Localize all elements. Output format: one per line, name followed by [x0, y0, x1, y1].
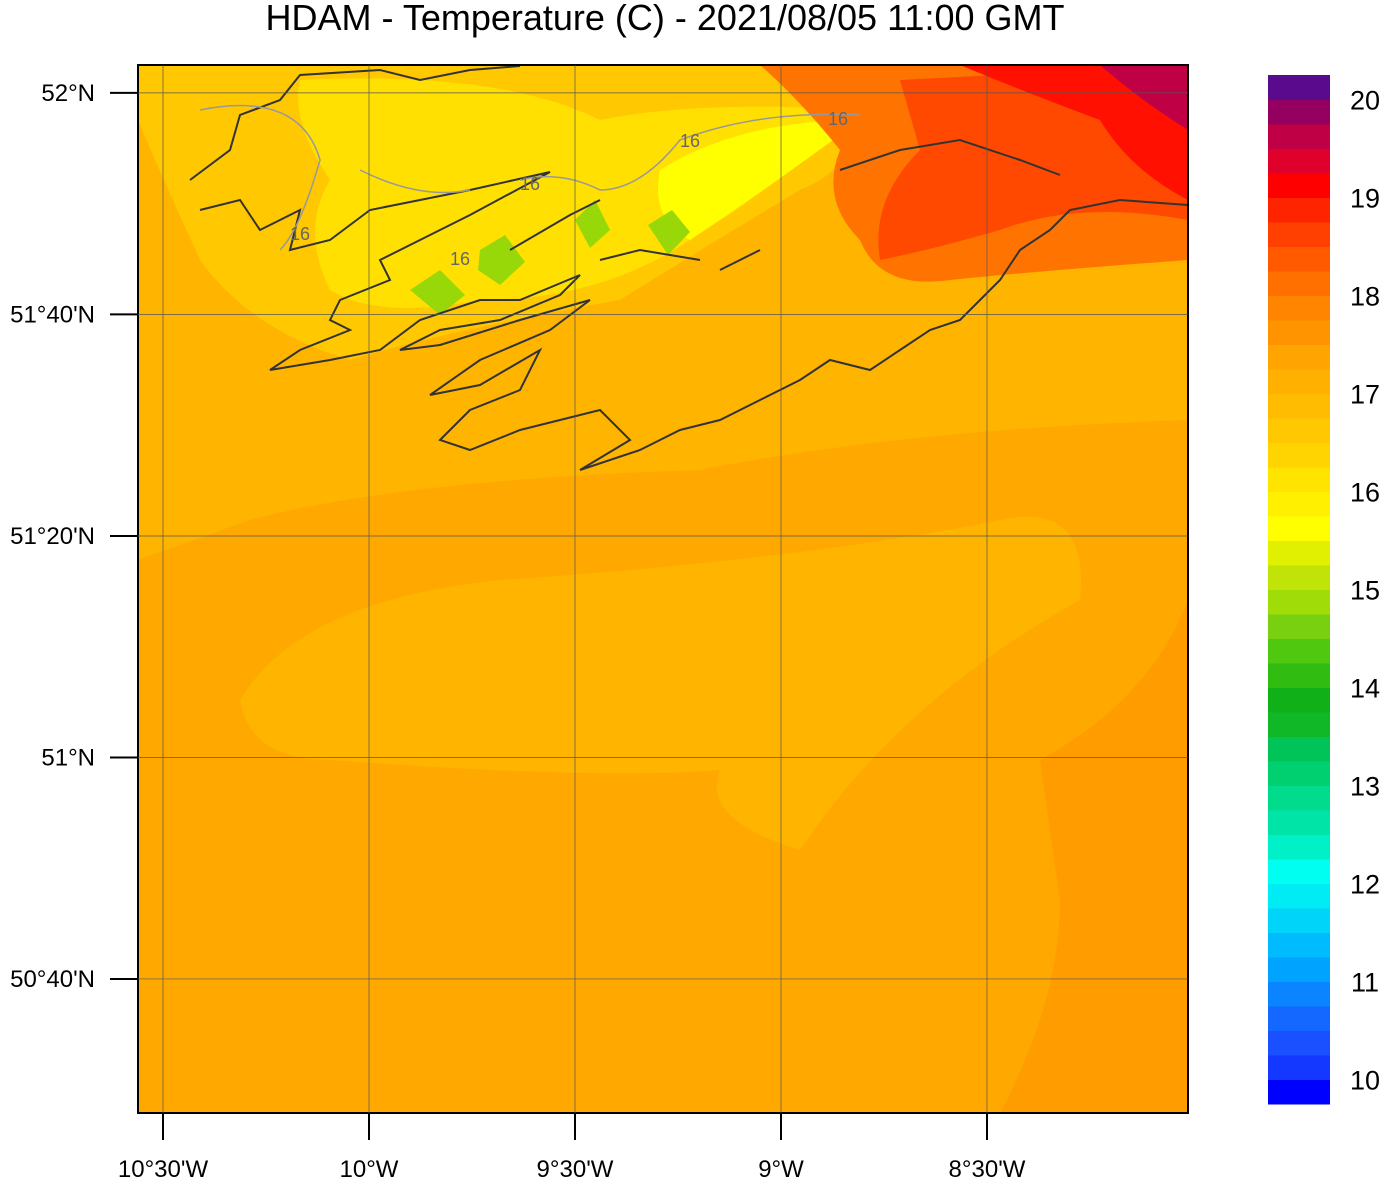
colorbar-band — [1268, 99, 1330, 125]
title: HDAM - Temperature (C) - 2021/08/05 11:0… — [266, 0, 1065, 38]
colorbar-band — [1268, 246, 1330, 272]
colorbar-band — [1268, 736, 1330, 762]
colorbar-band — [1268, 614, 1330, 639]
colorbar-label: 17 — [1350, 380, 1380, 410]
colorbar-band — [1268, 761, 1330, 786]
colorbar-band — [1268, 344, 1330, 370]
colorbar-band — [1268, 124, 1330, 149]
colorbar-label: 16 — [1350, 478, 1380, 508]
colorbar-band — [1268, 271, 1330, 296]
colorbar-band — [1268, 859, 1330, 884]
colorbar-label: 13 — [1350, 772, 1380, 802]
colorbar-band — [1268, 418, 1330, 443]
colorbar-band — [1268, 516, 1330, 541]
colorbar-band — [1268, 369, 1330, 394]
colorbar-band — [1268, 663, 1330, 688]
colorbar-band — [1268, 148, 1330, 174]
colorbar-band — [1268, 320, 1330, 345]
colorbar-band — [1268, 981, 1330, 1007]
colorbar-label: 18 — [1350, 282, 1380, 312]
colorbar-band — [1268, 1079, 1330, 1105]
colorbar-band — [1268, 442, 1330, 468]
colorbar-band — [1268, 222, 1330, 247]
colorbar-label: 11 — [1351, 968, 1379, 998]
colorbar-band — [1268, 540, 1330, 566]
colorbar-band — [1268, 908, 1330, 933]
lon-label: 9°W — [758, 1156, 804, 1180]
lat-label: 51°40'N — [10, 301, 95, 328]
colorbar-band — [1268, 932, 1330, 958]
colorbar-label: 10 — [1350, 1066, 1380, 1096]
lon-label: 9°30'W — [537, 1156, 614, 1180]
colorbar-band — [1268, 173, 1330, 198]
colorbar-label: 15 — [1350, 576, 1380, 606]
colorbar-band — [1268, 712, 1330, 737]
colorbar-label: 19 — [1350, 184, 1380, 214]
map-frame — [137, 64, 1189, 1114]
colorbar-band — [1268, 810, 1330, 835]
contour-label: 16 — [520, 174, 540, 194]
temperature-field — [138, 65, 1188, 1113]
contour-label: 16 — [828, 109, 848, 129]
colorbar-band — [1268, 565, 1330, 590]
lon-label: 10°30'W — [118, 1156, 209, 1180]
colorbar-band — [1268, 957, 1330, 982]
lon-label: 10°W — [340, 1156, 399, 1180]
colorbar-band — [1268, 393, 1330, 419]
colorbar-label: 12 — [1350, 870, 1380, 900]
colorbar-label: 20 — [1350, 86, 1380, 116]
contour-label: 16 — [290, 224, 310, 244]
lat-label: 52°N — [41, 80, 95, 107]
colorbar-band — [1268, 834, 1330, 860]
colorbar-band — [1268, 467, 1330, 492]
colorbar-label: 14 — [1350, 674, 1380, 704]
colorbar-band — [1268, 1030, 1330, 1056]
colorbar-band — [1268, 1006, 1330, 1031]
lat-label: 50°40'N — [10, 966, 95, 993]
lon-label: 8°30'W — [949, 1156, 1026, 1180]
colorbar-band — [1268, 75, 1330, 100]
colorbar-band — [1268, 295, 1330, 321]
lat-label: 51°N — [41, 744, 95, 771]
colorbar-band — [1268, 883, 1330, 909]
colorbar-band — [1268, 1055, 1330, 1080]
coastline — [189, 65, 1188, 471]
colorbar-band — [1268, 589, 1330, 615]
lat-label: 51°20'N — [10, 523, 95, 550]
contour-label: 16 — [450, 249, 470, 269]
contour-16 — [199, 104, 861, 251]
colorbar-band — [1268, 687, 1330, 713]
colorbar-band — [1268, 197, 1330, 223]
contour-label: 16 — [680, 131, 700, 151]
colorbar-band — [1268, 491, 1330, 517]
colorbar-band — [1268, 638, 1330, 664]
colorbar-band — [1268, 785, 1330, 811]
